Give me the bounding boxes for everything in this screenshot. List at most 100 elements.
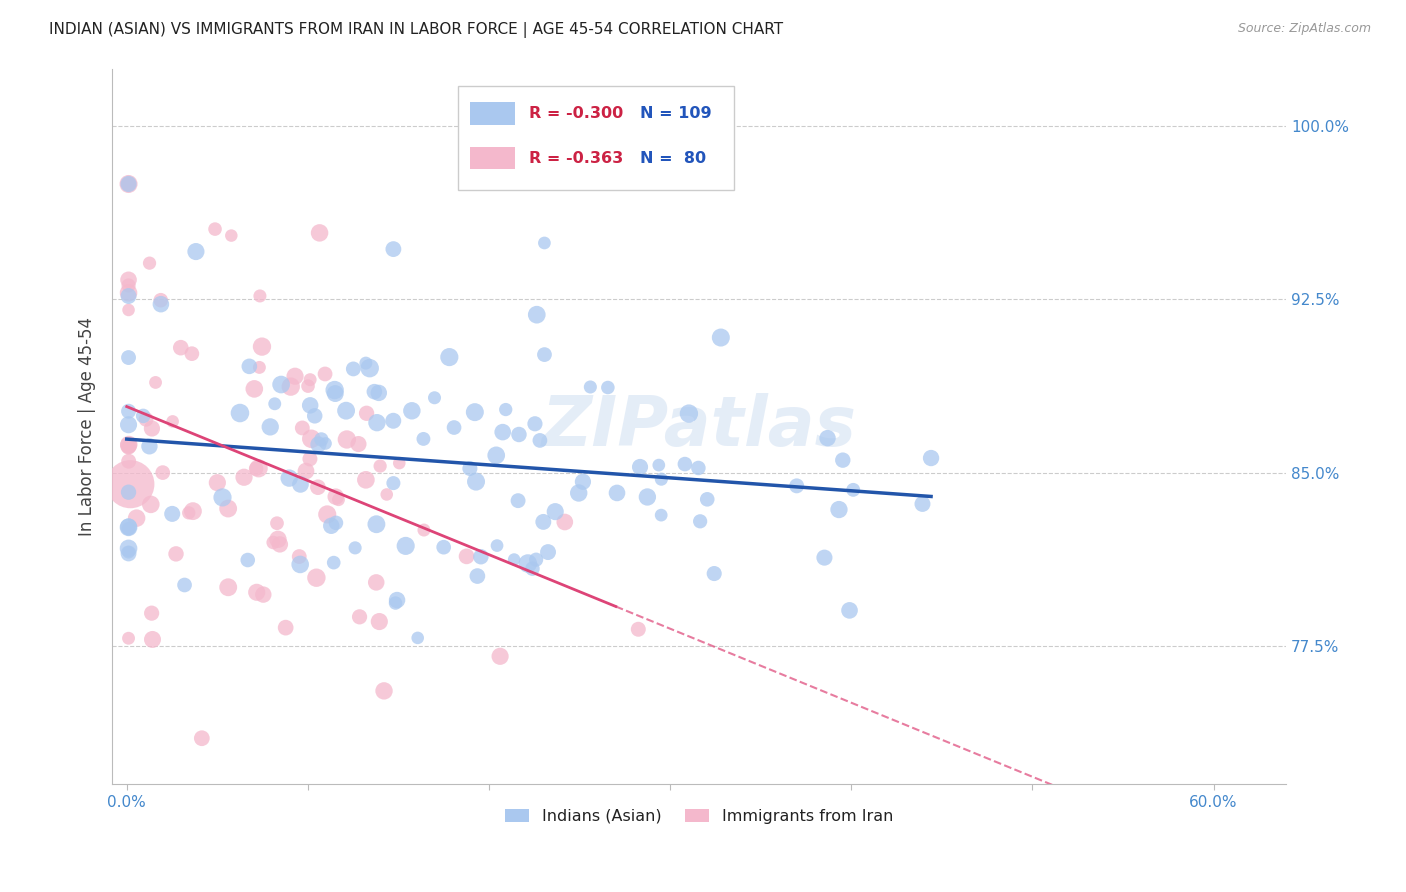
- Point: [920, 451, 942, 466]
- Point: [141, 606, 163, 620]
- Point: [522, 561, 544, 575]
- Point: [311, 433, 333, 447]
- Point: [290, 477, 312, 491]
- Point: [229, 406, 252, 420]
- Point: [492, 425, 515, 439]
- Point: [503, 552, 526, 566]
- Point: [413, 523, 436, 537]
- Point: [523, 417, 546, 431]
- Point: [385, 593, 408, 607]
- Point: [295, 464, 318, 478]
- Point: [290, 558, 312, 572]
- Point: [412, 432, 434, 446]
- Point: [252, 588, 274, 602]
- Point: [628, 459, 651, 474]
- Point: [356, 406, 378, 420]
- Point: [291, 421, 314, 435]
- Point: [152, 466, 174, 480]
- Point: [117, 177, 139, 191]
- Point: [354, 473, 377, 487]
- FancyBboxPatch shape: [470, 146, 515, 169]
- Point: [489, 649, 512, 664]
- Point: [321, 518, 343, 533]
- Point: [305, 571, 328, 585]
- Point: [243, 382, 266, 396]
- Point: [458, 461, 481, 475]
- Point: [117, 177, 139, 191]
- Point: [456, 549, 478, 564]
- Point: [786, 479, 808, 493]
- Point: [395, 539, 418, 553]
- Point: [710, 330, 733, 344]
- Point: [485, 448, 508, 462]
- Point: [579, 380, 602, 394]
- Point: [177, 506, 200, 520]
- Point: [117, 520, 139, 534]
- Point: [162, 414, 184, 428]
- Point: [118, 437, 141, 451]
- Point: [363, 384, 385, 399]
- Point: [354, 356, 377, 370]
- Point: [238, 359, 260, 374]
- Y-axis label: In Labor Force | Age 45-54: In Labor Force | Age 45-54: [79, 317, 96, 536]
- Point: [524, 552, 547, 566]
- Point: [135, 412, 157, 426]
- Point: [516, 557, 538, 571]
- Point: [325, 516, 347, 530]
- Point: [911, 497, 934, 511]
- Point: [117, 417, 139, 432]
- Point: [314, 367, 336, 381]
- Point: [366, 575, 388, 590]
- Point: [297, 379, 319, 393]
- Point: [533, 235, 555, 250]
- Point: [149, 297, 172, 311]
- Point: [336, 433, 359, 447]
- Point: [526, 308, 548, 322]
- Point: [495, 402, 517, 417]
- Point: [367, 385, 389, 400]
- Point: [382, 476, 405, 491]
- Point: [568, 486, 591, 500]
- Point: [508, 427, 530, 442]
- Point: [689, 514, 711, 528]
- Point: [170, 341, 193, 355]
- Point: [117, 278, 139, 293]
- Point: [117, 547, 139, 561]
- Point: [554, 515, 576, 529]
- Point: [117, 632, 139, 646]
- Point: [423, 391, 446, 405]
- Point: [117, 438, 139, 452]
- Text: R = -0.300: R = -0.300: [529, 106, 623, 121]
- Point: [307, 480, 329, 494]
- Point: [207, 475, 229, 490]
- Point: [368, 458, 391, 473]
- Point: [245, 461, 267, 475]
- Point: [288, 549, 311, 564]
- Point: [335, 403, 357, 417]
- Point: [120, 477, 142, 491]
- Point: [278, 471, 301, 485]
- Point: [673, 457, 696, 471]
- Point: [443, 420, 465, 434]
- Point: [375, 487, 398, 501]
- Point: [117, 351, 139, 365]
- Legend: Indians (Asian), Immigrants from Iran: Indians (Asian), Immigrants from Iran: [499, 802, 900, 830]
- Point: [349, 610, 371, 624]
- Point: [270, 377, 292, 392]
- Point: [307, 437, 329, 451]
- Point: [572, 475, 595, 489]
- Point: [544, 505, 567, 519]
- Point: [138, 256, 160, 270]
- Text: ZIPatlas: ZIPatlas: [541, 393, 856, 460]
- Point: [359, 361, 381, 376]
- Point: [284, 369, 307, 384]
- Point: [813, 550, 835, 565]
- Point: [117, 522, 139, 536]
- Point: [262, 535, 284, 549]
- Point: [138, 439, 160, 453]
- Point: [160, 507, 183, 521]
- Point: [366, 517, 388, 532]
- Point: [347, 437, 370, 451]
- Point: [217, 501, 239, 516]
- Point: [688, 461, 710, 475]
